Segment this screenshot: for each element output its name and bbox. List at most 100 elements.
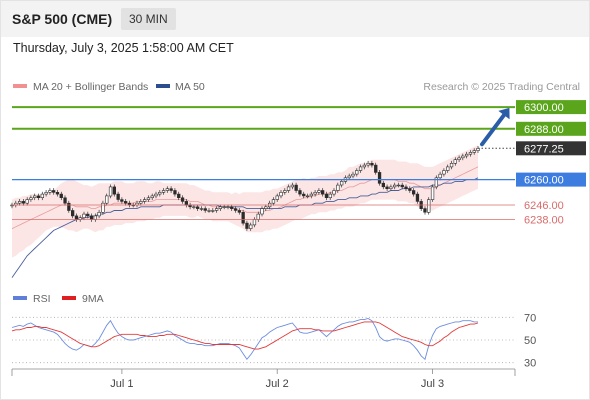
candle-body bbox=[82, 213, 86, 219]
candle-body bbox=[158, 192, 162, 195]
candle-body bbox=[51, 190, 56, 193]
candle-body bbox=[385, 186, 389, 189]
candle-body bbox=[309, 193, 314, 197]
candle-body bbox=[203, 208, 207, 211]
candle-body bbox=[25, 199, 29, 204]
candle-body bbox=[324, 193, 329, 199]
candle-body bbox=[305, 195, 310, 197]
candle-body bbox=[256, 213, 260, 220]
rsi-tick-50: 50 bbox=[524, 335, 536, 347]
candle-body bbox=[215, 208, 219, 211]
bb-legend-label: MA 20 + Bollinger Bands bbox=[33, 81, 148, 93]
candle-body bbox=[457, 157, 461, 160]
rsi-panel: 70 50 30 bbox=[11, 312, 536, 370]
candle-body bbox=[101, 202, 105, 213]
candle-body bbox=[298, 190, 302, 195]
candle-body bbox=[48, 190, 52, 193]
header-bar: S&P 500 (CME) 30 MIN bbox=[1, 1, 589, 37]
candle-body bbox=[124, 201, 128, 204]
price-panel bbox=[10, 145, 480, 278]
rsi-legend-swatch bbox=[13, 296, 27, 300]
current-price-label: 6277.25 bbox=[524, 143, 564, 155]
candle-body bbox=[230, 206, 234, 209]
candle-body bbox=[415, 193, 420, 202]
candle-body bbox=[150, 195, 154, 198]
candle-body bbox=[40, 193, 45, 199]
candle-body bbox=[427, 199, 431, 213]
candle-body bbox=[290, 184, 295, 188]
pivot-label: 6260.00 bbox=[524, 175, 564, 187]
candle-body bbox=[320, 190, 325, 195]
candle-body bbox=[461, 155, 465, 159]
candle-body bbox=[370, 163, 374, 166]
candle-body bbox=[317, 190, 321, 193]
candle-body bbox=[97, 212, 101, 217]
candle-body bbox=[59, 193, 63, 199]
candle-body bbox=[408, 188, 412, 191]
candle-body bbox=[93, 215, 98, 220]
candle-body bbox=[169, 188, 173, 191]
candle-body bbox=[449, 163, 454, 168]
ma50-line bbox=[11, 177, 479, 278]
candle-body bbox=[446, 166, 450, 171]
candle-body bbox=[226, 206, 230, 208]
rsi-ma-legend-swatch bbox=[62, 296, 76, 300]
candle-body bbox=[67, 202, 71, 211]
rsi-ma-line bbox=[11, 321, 479, 350]
candle-body bbox=[442, 170, 446, 175]
rsi-tick-30: 30 bbox=[524, 358, 536, 370]
bb-legend-swatch bbox=[13, 84, 27, 88]
candle-body bbox=[347, 175, 351, 179]
candle-body bbox=[283, 190, 287, 193]
candle-body bbox=[180, 197, 185, 202]
rsi-legend-label: RSI bbox=[33, 293, 51, 305]
candle-body bbox=[233, 208, 238, 211]
support-label-6246-00: 6246.00 bbox=[524, 200, 564, 212]
candle-body bbox=[146, 197, 151, 200]
candle-body bbox=[44, 192, 48, 195]
instrument-title: S&P 500 (CME) bbox=[12, 11, 113, 27]
support-label-6238-00: 6238.00 bbox=[524, 215, 564, 227]
candle-body bbox=[116, 193, 120, 200]
candle-body bbox=[381, 182, 386, 188]
candle-body bbox=[302, 193, 306, 197]
pivot-label-bg bbox=[516, 172, 586, 187]
candle-body bbox=[17, 201, 22, 204]
resistance-label-bg-6300-00 bbox=[516, 100, 586, 115]
credit-text: Research © 2025 Trading Central bbox=[423, 81, 580, 93]
resistance-label-6300-00: 6300.00 bbox=[524, 102, 564, 114]
candle-body bbox=[74, 215, 79, 220]
bollinger-band bbox=[12, 145, 478, 258]
candle-body bbox=[464, 153, 469, 157]
interval-badge[interactable]: 30 MIN bbox=[121, 8, 176, 30]
candle-body bbox=[112, 186, 117, 195]
candle-body bbox=[336, 184, 340, 191]
candle-body bbox=[362, 164, 367, 168]
candle-body bbox=[396, 184, 401, 187]
candle-body bbox=[71, 210, 75, 217]
candle-body bbox=[207, 210, 211, 212]
candle-body bbox=[374, 164, 378, 173]
candle-body bbox=[351, 173, 355, 177]
candle-body bbox=[313, 192, 317, 195]
candle-body bbox=[355, 170, 359, 175]
candle-body bbox=[33, 195, 37, 198]
candle-body bbox=[177, 193, 181, 199]
candle-body bbox=[105, 195, 109, 204]
forecast-arrow-shaft bbox=[480, 113, 506, 147]
candle-body bbox=[108, 186, 113, 197]
x-tick-label: Jul 2 bbox=[266, 378, 289, 390]
candle-body bbox=[86, 213, 90, 217]
candle-body bbox=[472, 150, 476, 153]
candle-body bbox=[63, 197, 67, 204]
candle-body bbox=[245, 222, 249, 229]
candle-body bbox=[366, 163, 370, 166]
candle-body bbox=[377, 172, 382, 184]
candle-body bbox=[392, 184, 397, 188]
resistance-label-bg-6288-00 bbox=[516, 121, 586, 136]
candle-body bbox=[423, 208, 427, 213]
timestamp: Thursday, July 3, 2025 1:58:00 AM CET bbox=[13, 41, 234, 55]
candle-body bbox=[468, 152, 473, 155]
candle-body bbox=[89, 215, 94, 220]
